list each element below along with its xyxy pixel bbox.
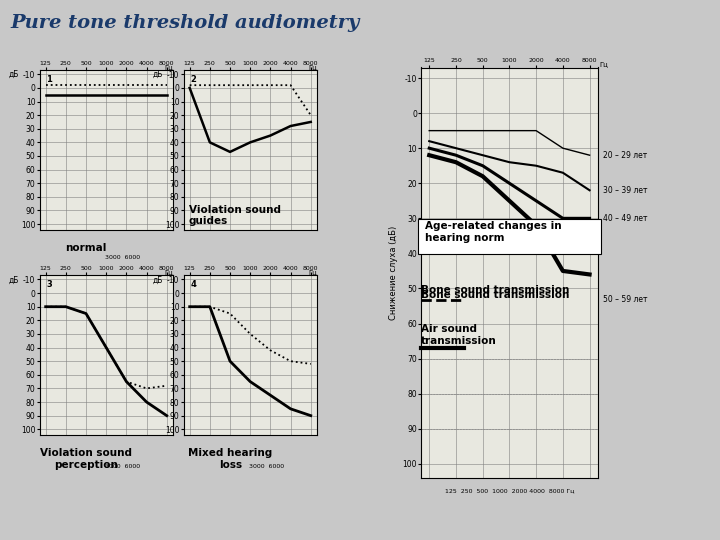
Text: Гц: Гц [599, 62, 608, 68]
Text: Air sound
transmission: Air sound transmission [421, 324, 497, 346]
Text: 50 – 59 лет: 50 – 59 лет [603, 294, 647, 303]
Text: 125  250  500  1000  2000 4000  8000 Гц: 125 250 500 1000 2000 4000 8000 Гц [445, 488, 574, 493]
Text: 2: 2 [190, 75, 196, 84]
Text: 3000  6000: 3000 6000 [104, 464, 140, 469]
Text: 3000  6000: 3000 6000 [248, 464, 284, 469]
Text: Age-related changes in
hearing norm: Age-related changes in hearing norm [425, 221, 562, 243]
Text: Mixed hearing
loss: Mixed hearing loss [188, 448, 272, 470]
Text: 30 – 39 лет: 30 – 39 лет [603, 186, 647, 195]
Text: дБ: дБ [9, 70, 19, 79]
Text: 4: 4 [190, 280, 196, 289]
Text: дБ: дБ [153, 275, 163, 285]
Text: 40 – 49 лет: 40 – 49 лет [603, 214, 647, 223]
Text: Гц: Гц [308, 64, 317, 70]
Text: 3: 3 [46, 280, 52, 289]
Text: Гц: Гц [308, 269, 317, 275]
Text: Bone sound transmission: Bone sound transmission [421, 291, 570, 300]
Text: дБ: дБ [153, 70, 163, 79]
Text: 3000  6000: 3000 6000 [104, 255, 140, 260]
Text: Bone sound transmission: Bone sound transmission [421, 285, 570, 295]
Text: 20 – 29 лет: 20 – 29 лет [603, 151, 647, 160]
Y-axis label: Снижение слуха (дБ): Снижение слуха (дБ) [390, 226, 398, 320]
Text: Violation sound
perception: Violation sound perception [40, 448, 132, 470]
Text: Гц: Гц [164, 64, 173, 70]
Text: дБ: дБ [9, 275, 19, 285]
Text: Violation sound
guides: Violation sound guides [189, 205, 281, 226]
Text: normal: normal [66, 243, 107, 253]
Text: 1: 1 [46, 75, 52, 84]
Text: Pure tone threshold audiometry: Pure tone threshold audiometry [11, 14, 360, 31]
Text: Гц: Гц [164, 269, 173, 275]
